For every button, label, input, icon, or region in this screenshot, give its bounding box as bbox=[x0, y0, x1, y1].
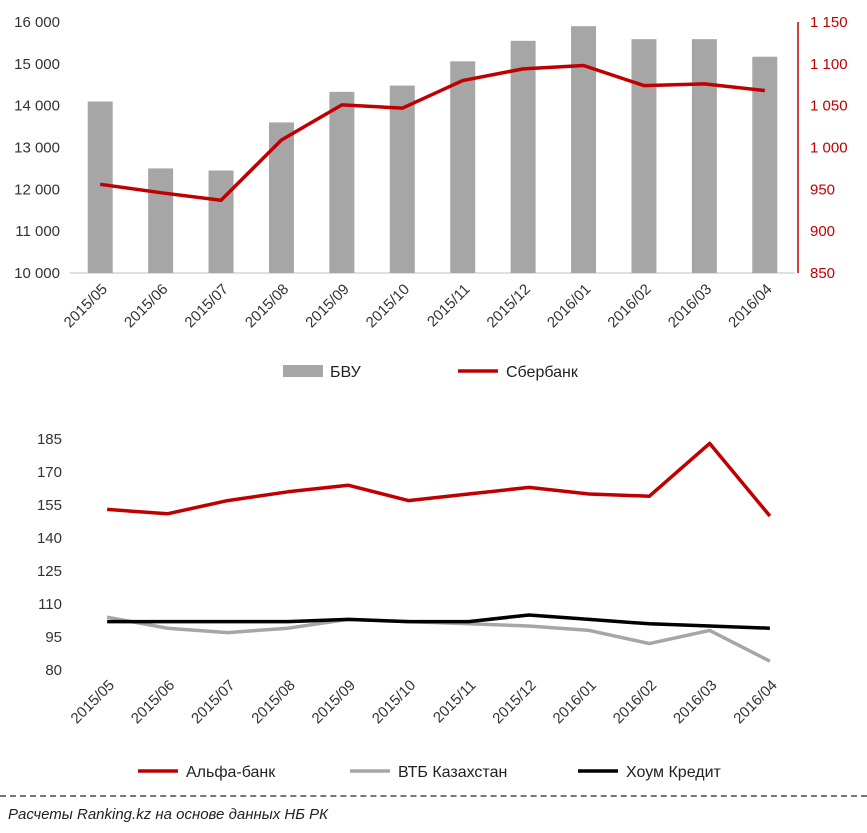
x-tick-label: 2016/02 bbox=[604, 281, 654, 331]
x-tick-label: 2015/11 bbox=[424, 281, 474, 331]
x-tick-label: 2015/07 bbox=[188, 677, 238, 727]
bar bbox=[450, 61, 476, 273]
x-tick-label: 2015/09 bbox=[302, 281, 352, 331]
source-note: Расчеты Ranking.kz на основе данных НБ Р… bbox=[8, 806, 329, 823]
y-tick-label: 95 bbox=[45, 629, 62, 646]
y-tick-label: 11 000 bbox=[15, 223, 60, 240]
x-tick-label: 2015/10 bbox=[363, 281, 413, 331]
x-tick-label: 2016/04 bbox=[730, 677, 780, 727]
y2-tick-label: 1 100 bbox=[810, 56, 848, 73]
y2-tick-label: 1 000 bbox=[810, 140, 848, 157]
y-tick-label: 15 000 bbox=[14, 56, 60, 73]
x-tick-label: 2016/03 bbox=[665, 281, 715, 331]
bar bbox=[691, 39, 717, 273]
x-tick-label: 2015/12 bbox=[489, 677, 539, 727]
bar bbox=[87, 101, 113, 273]
x-tick-label: 2015/07 bbox=[181, 281, 231, 331]
x-tick-label: 2015/06 bbox=[121, 281, 171, 331]
x-tick-label: 2016/01 bbox=[544, 281, 594, 331]
series-line-home-credit bbox=[107, 613, 770, 630]
bar bbox=[631, 39, 657, 273]
chart-top: 10 000 11 000 12 000 13 000 14 000 15 000 16 0… bbox=[14, 14, 848, 381]
bar bbox=[389, 85, 415, 273]
series-line-alfa-bank bbox=[106, 441, 772, 518]
series-line-sberbank bbox=[99, 63, 765, 202]
y2-tick-label: 950 bbox=[810, 181, 835, 198]
x-tick-label: 2015/06 bbox=[128, 677, 178, 727]
bar bbox=[329, 91, 355, 273]
legend-label-home-credit: Хоум Кредит bbox=[626, 764, 722, 781]
bar bbox=[268, 122, 294, 274]
x-tick-label: 2015/08 bbox=[248, 677, 298, 727]
bar bbox=[148, 168, 174, 273]
y-tick-label: 110 bbox=[38, 596, 62, 613]
legend-label-sberbank: Сбербанк bbox=[506, 364, 579, 381]
x-tick-label: 2015/05 bbox=[61, 281, 111, 331]
y-tick-label: 13 000 bbox=[14, 140, 60, 157]
x-tick-label: 2015/05 bbox=[68, 677, 118, 727]
legend-label-alfa-bank: Альфа-банк bbox=[186, 764, 276, 781]
y-tick-label: 80 bbox=[45, 662, 62, 679]
x-tick-label: 2015/11 bbox=[430, 677, 480, 727]
y-tick-label: 140 bbox=[37, 530, 62, 547]
x-tick-label: 2015/10 bbox=[369, 677, 419, 727]
x-tick-label: 2016/03 bbox=[670, 677, 720, 727]
y2-tick-label: 1 050 bbox=[810, 98, 848, 115]
y-tick-label: 125 bbox=[37, 563, 62, 580]
y-tick-label: 10 000 bbox=[14, 265, 60, 282]
y2-tick-label: 1 150 bbox=[810, 14, 848, 31]
y-tick-label: 16 000 bbox=[14, 14, 60, 31]
y2-tick-label: 850 bbox=[810, 265, 835, 282]
x-tick-label: 2015/08 bbox=[242, 281, 292, 331]
y-tick-label: 14 000 bbox=[14, 98, 60, 115]
y-tick-label: 185 bbox=[37, 431, 62, 448]
x-tick-label: 2015/12 bbox=[484, 281, 534, 331]
legend-swatch-bvu bbox=[283, 365, 323, 377]
bar bbox=[208, 170, 234, 273]
bar bbox=[510, 40, 536, 274]
bar bbox=[571, 26, 597, 273]
x-tick-label: 2015/09 bbox=[309, 677, 359, 727]
legend-label-vtb-kazakhstan: ВТБ Казахстан bbox=[398, 764, 507, 781]
y2-tick-label: 900 bbox=[810, 223, 835, 240]
bar bbox=[752, 56, 778, 274]
y-tick-label: 12 000 bbox=[14, 181, 60, 198]
x-tick-label: 2016/01 bbox=[550, 677, 600, 727]
x-tick-label: 2016/02 bbox=[610, 677, 660, 727]
footer-divider bbox=[0, 795, 867, 797]
y-tick-label: 155 bbox=[37, 497, 62, 514]
x-tick-label: 2016/04 bbox=[725, 281, 775, 331]
legend-label-bvu: БВУ bbox=[330, 364, 362, 381]
y-tick-label: 170 bbox=[37, 464, 62, 481]
